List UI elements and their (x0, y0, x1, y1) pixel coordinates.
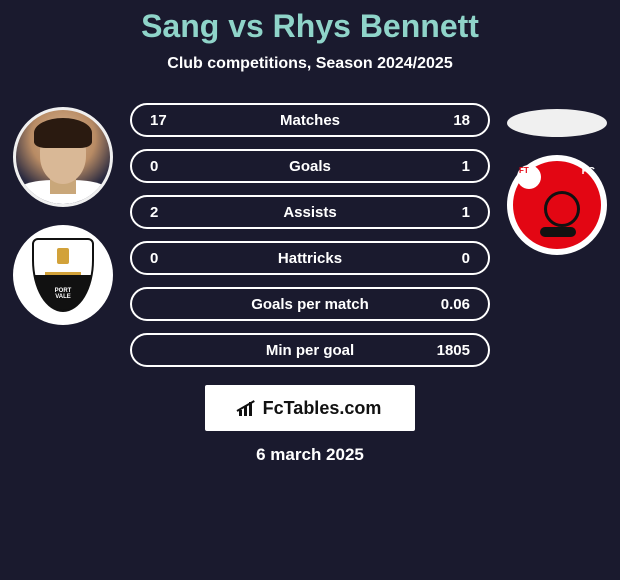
player-right-avatar (507, 109, 607, 137)
main-row: PORTVALE 17 Matches 18 0 Goals 1 2 Assis… (0, 103, 620, 367)
brand-text: FcTables.com (263, 398, 382, 419)
stat-left-value: 17 (150, 112, 200, 129)
stat-label: Hattricks (200, 250, 420, 267)
stat-label: Goals (200, 158, 420, 175)
left-column: PORTVALE (8, 103, 118, 325)
stat-right-value: 1805 (420, 342, 470, 359)
page-subtitle: Club competitions, Season 2024/2025 (0, 55, 620, 73)
stat-row-matches: 17 Matches 18 (130, 103, 490, 137)
stats-column: 17 Matches 18 0 Goals 1 2 Assists 1 0 Ha… (130, 103, 490, 367)
stat-row-assists: 2 Assists 1 (130, 195, 490, 229)
player-left-avatar (13, 107, 113, 207)
club-left-badge: PORTVALE (13, 225, 113, 325)
stat-row-goals: 0 Goals 1 (130, 149, 490, 183)
stat-right-value: 1 (420, 158, 470, 175)
page-title: Sang vs Rhys Bennett (0, 8, 620, 45)
bar-chart-icon (239, 400, 257, 416)
stat-right-value: 18 (420, 112, 470, 129)
right-column: FT FC (502, 103, 612, 255)
stat-label: Goals per match (200, 296, 420, 313)
club-left-badge-text: PORTVALE (55, 288, 72, 300)
stat-right-value: 0.06 (420, 296, 470, 313)
stat-left-value: 0 (150, 250, 200, 267)
brand-box: FcTables.com (205, 385, 415, 431)
stat-left-value: 2 (150, 204, 200, 221)
stat-row-min-per-goal: Min per goal 1805 (130, 333, 490, 367)
stat-label: Min per goal (200, 342, 420, 359)
stat-label: Matches (200, 112, 420, 129)
comparison-card: Sang vs Rhys Bennett Club competitions, … (0, 0, 620, 465)
stat-row-goals-per-match: Goals per match 0.06 (130, 287, 490, 321)
stat-right-value: 1 (420, 204, 470, 221)
stat-row-hattricks: 0 Hattricks 0 (130, 241, 490, 275)
club-right-badge: FT FC (507, 155, 607, 255)
stat-left-value: 0 (150, 158, 200, 175)
stat-right-value: 0 (420, 250, 470, 267)
stat-label: Assists (200, 204, 420, 221)
date-text: 6 march 2025 (0, 445, 620, 465)
